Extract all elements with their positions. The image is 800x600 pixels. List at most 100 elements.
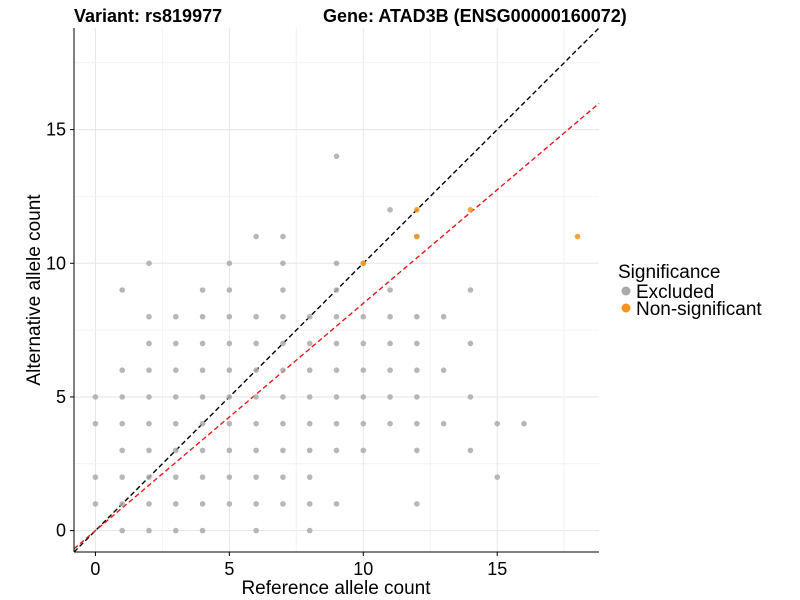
data-point-excluded xyxy=(253,447,259,454)
data-point-excluded xyxy=(92,501,99,507)
data-point-excluded xyxy=(226,501,233,507)
data-point-excluded xyxy=(387,287,393,293)
axes xyxy=(73,28,599,553)
reference-line-fit xyxy=(73,102,600,550)
data-point-excluded xyxy=(226,394,233,400)
data-point-non-significant xyxy=(467,206,474,213)
data-point-excluded xyxy=(226,447,233,454)
data-points xyxy=(92,153,581,534)
data-point-excluded xyxy=(119,287,126,293)
data-point-excluded xyxy=(280,340,286,347)
data-point-excluded xyxy=(467,340,474,347)
legend-label-non-significant: Non-significant xyxy=(636,299,762,320)
data-point-excluded xyxy=(414,340,420,347)
y-tick-label: 10 xyxy=(46,253,66,273)
data-point-excluded xyxy=(253,313,259,320)
data-point-excluded xyxy=(199,367,206,374)
data-point-excluded xyxy=(92,394,99,400)
data-point-excluded xyxy=(306,394,313,400)
data-point-excluded xyxy=(333,260,340,267)
data-point-excluded xyxy=(360,313,367,320)
data-point-excluded xyxy=(414,394,420,400)
data-point-excluded xyxy=(306,474,313,480)
data-point-excluded xyxy=(253,420,259,427)
data-point-excluded xyxy=(92,474,99,480)
data-point-excluded xyxy=(333,420,340,427)
data-point-excluded xyxy=(333,340,340,347)
data-point-excluded xyxy=(146,474,152,480)
data-point-excluded xyxy=(280,367,286,374)
data-point-excluded xyxy=(146,420,152,427)
data-point-excluded xyxy=(360,394,367,400)
data-point-excluded xyxy=(280,233,286,240)
data-point-excluded xyxy=(253,527,259,534)
data-point-excluded xyxy=(119,367,126,374)
data-point-excluded xyxy=(521,420,527,427)
data-point-non-significant xyxy=(414,206,420,213)
data-point-excluded xyxy=(146,447,152,454)
data-point-excluded xyxy=(172,420,179,427)
data-point-excluded xyxy=(199,340,206,347)
data-point-excluded xyxy=(172,447,179,454)
data-point-excluded xyxy=(172,313,179,320)
data-point-excluded xyxy=(199,313,206,320)
data-point-excluded xyxy=(333,394,340,400)
data-point-excluded xyxy=(226,260,233,267)
data-point-excluded xyxy=(333,367,340,374)
data-point-excluded xyxy=(440,367,447,374)
data-point-excluded xyxy=(199,447,206,454)
data-point-excluded xyxy=(146,501,152,507)
data-point-excluded xyxy=(119,527,126,534)
data-point-excluded xyxy=(306,313,313,320)
data-point-excluded xyxy=(414,501,420,507)
data-point-excluded xyxy=(387,420,393,427)
data-point-excluded xyxy=(360,420,367,427)
data-point-excluded xyxy=(306,340,313,347)
data-point-excluded xyxy=(280,447,286,454)
data-point-excluded xyxy=(146,527,152,534)
data-point-excluded xyxy=(172,474,179,480)
x-tick-label: 10 xyxy=(353,559,373,579)
data-point-excluded xyxy=(494,420,501,427)
data-point-excluded xyxy=(440,420,447,427)
data-point-excluded xyxy=(199,394,206,400)
data-point-excluded xyxy=(467,287,474,293)
data-point-excluded xyxy=(226,420,233,427)
data-point-excluded xyxy=(226,340,233,347)
data-point-excluded xyxy=(172,367,179,374)
data-point-excluded xyxy=(119,447,126,454)
data-point-excluded xyxy=(467,447,474,454)
data-point-excluded xyxy=(280,287,286,293)
data-point-excluded xyxy=(280,474,286,480)
chart-title-gene: Gene: ATAD3B (ENSG00000160072) xyxy=(323,6,627,26)
data-point-excluded xyxy=(467,394,474,400)
data-point-excluded xyxy=(387,340,393,347)
data-point-excluded xyxy=(360,367,367,374)
data-point-excluded xyxy=(280,501,286,507)
data-point-excluded xyxy=(414,420,420,427)
data-point-excluded xyxy=(146,394,152,400)
data-point-excluded xyxy=(146,340,152,347)
data-point-excluded xyxy=(146,367,152,374)
data-point-excluded xyxy=(306,527,313,534)
y-axis-label: Alternative allele count xyxy=(24,194,45,386)
data-point-excluded xyxy=(226,313,233,320)
y-tick-label: 0 xyxy=(56,521,66,541)
data-point-excluded xyxy=(280,260,286,267)
data-point-excluded xyxy=(387,394,393,400)
data-point-excluded xyxy=(119,394,126,400)
data-point-non-significant xyxy=(360,260,367,267)
data-point-excluded xyxy=(172,340,179,347)
x-tick-label: 15 xyxy=(487,559,507,579)
data-point-non-significant xyxy=(574,233,581,240)
legend: Significance Excluded Non-significant xyxy=(618,262,762,320)
data-point-excluded xyxy=(360,447,367,454)
data-point-excluded xyxy=(226,287,233,293)
data-point-non-significant xyxy=(414,233,420,240)
data-point-excluded xyxy=(119,501,126,507)
data-point-excluded xyxy=(414,367,420,374)
data-point-excluded xyxy=(253,394,259,400)
data-point-excluded xyxy=(146,260,152,267)
data-point-excluded xyxy=(280,420,286,427)
